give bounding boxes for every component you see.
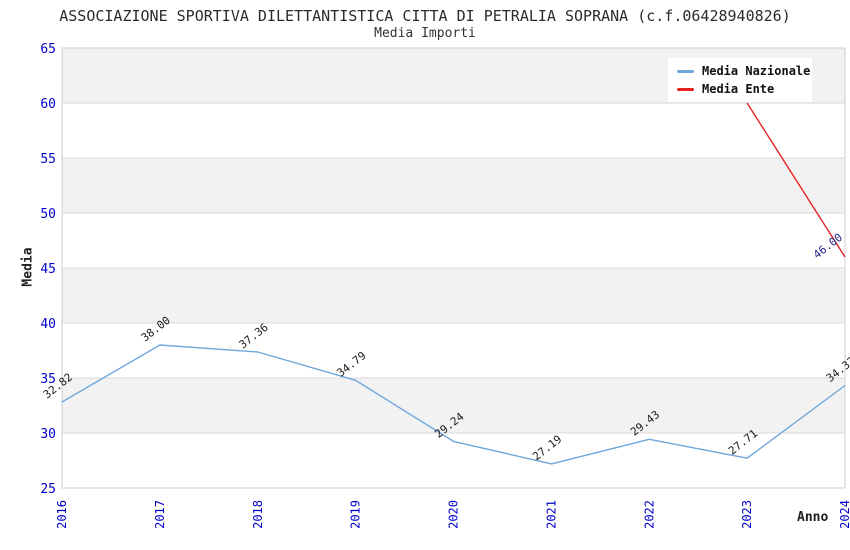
- chart-subtitle: Media Importi: [374, 26, 476, 41]
- x-tick-label: 2017: [153, 500, 167, 529]
- y-axis-title: Media: [20, 247, 36, 287]
- series-line: [61, 344, 846, 465]
- legend-line-swatch: [677, 87, 694, 91]
- y-tick-label: 30: [40, 427, 56, 442]
- legend-item-media-ente: Media Ente: [668, 82, 812, 96]
- x-tick-label: 2021: [544, 500, 558, 529]
- x-tick-label: 2016: [55, 500, 69, 529]
- x-tick-label: 2020: [447, 500, 461, 529]
- plot-band: [62, 158, 845, 213]
- y-tick-label: 55: [40, 152, 56, 167]
- y-tick-label: 45: [40, 262, 56, 277]
- legend: Media Nazionale Media Ente: [668, 58, 812, 102]
- chart-title: ASSOCIAZIONE SPORTIVA DILETTANTISTICA CI…: [59, 7, 791, 25]
- x-tick-label: 2023: [740, 500, 754, 529]
- y-tick-label: 25: [40, 482, 56, 497]
- x-tick-label: 2022: [642, 500, 656, 529]
- legend-label: Media Nazionale: [702, 64, 811, 78]
- plot-band: [62, 213, 845, 268]
- legend-item-media-nazionale: Media Nazionale: [668, 64, 812, 78]
- x-axis-title: Anno: [797, 510, 829, 525]
- y-tick-label: 35: [40, 372, 56, 387]
- plot-band: [62, 433, 845, 488]
- plot-border: [61, 47, 846, 489]
- plot-band: [62, 268, 845, 323]
- y-tick-label: 65: [40, 42, 56, 57]
- legend-line-swatch: [677, 69, 694, 73]
- x-tick-label: 2024: [838, 500, 850, 529]
- plot-band: [62, 323, 845, 378]
- x-tick-label: 2019: [349, 500, 363, 529]
- y-tick-label: 60: [40, 97, 56, 112]
- plot-band: [62, 378, 845, 433]
- y-tick-label: 40: [40, 317, 56, 332]
- legend-label: Media Ente: [702, 82, 775, 96]
- y-tick-label: 50: [40, 207, 56, 222]
- series-line: [746, 102, 846, 258]
- plot-band: [62, 103, 845, 158]
- x-tick-label: 2018: [251, 500, 265, 529]
